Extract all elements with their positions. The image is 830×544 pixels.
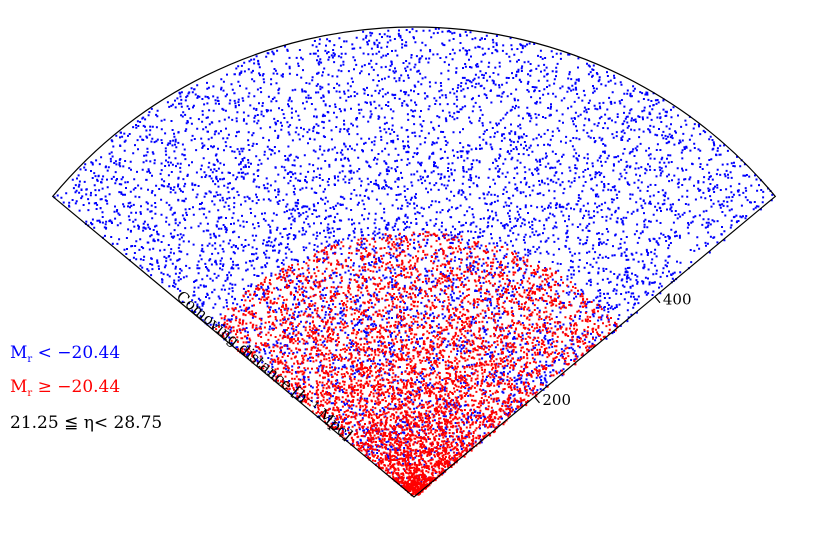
wedge-outline xyxy=(51,26,777,498)
axis-label: Comoving distance [h⁻¹ Mpc] xyxy=(173,287,356,444)
slice-annotation: 21.25 ≦ η< 28.75 xyxy=(10,413,162,433)
series-red xyxy=(212,231,619,497)
galaxy-points xyxy=(53,27,774,497)
series-red-marks xyxy=(212,231,619,497)
tick-label-400: 400 xyxy=(663,291,692,309)
legend-blue: Mr < −20.44 xyxy=(10,343,120,365)
tick-mark-400 xyxy=(654,296,661,304)
legend-red: Mr ≥ −20.44 xyxy=(10,377,120,399)
tick-label-200: 200 xyxy=(542,391,571,409)
tick-mark-200 xyxy=(533,396,540,404)
distance-ticks: 200 400 xyxy=(533,291,692,409)
